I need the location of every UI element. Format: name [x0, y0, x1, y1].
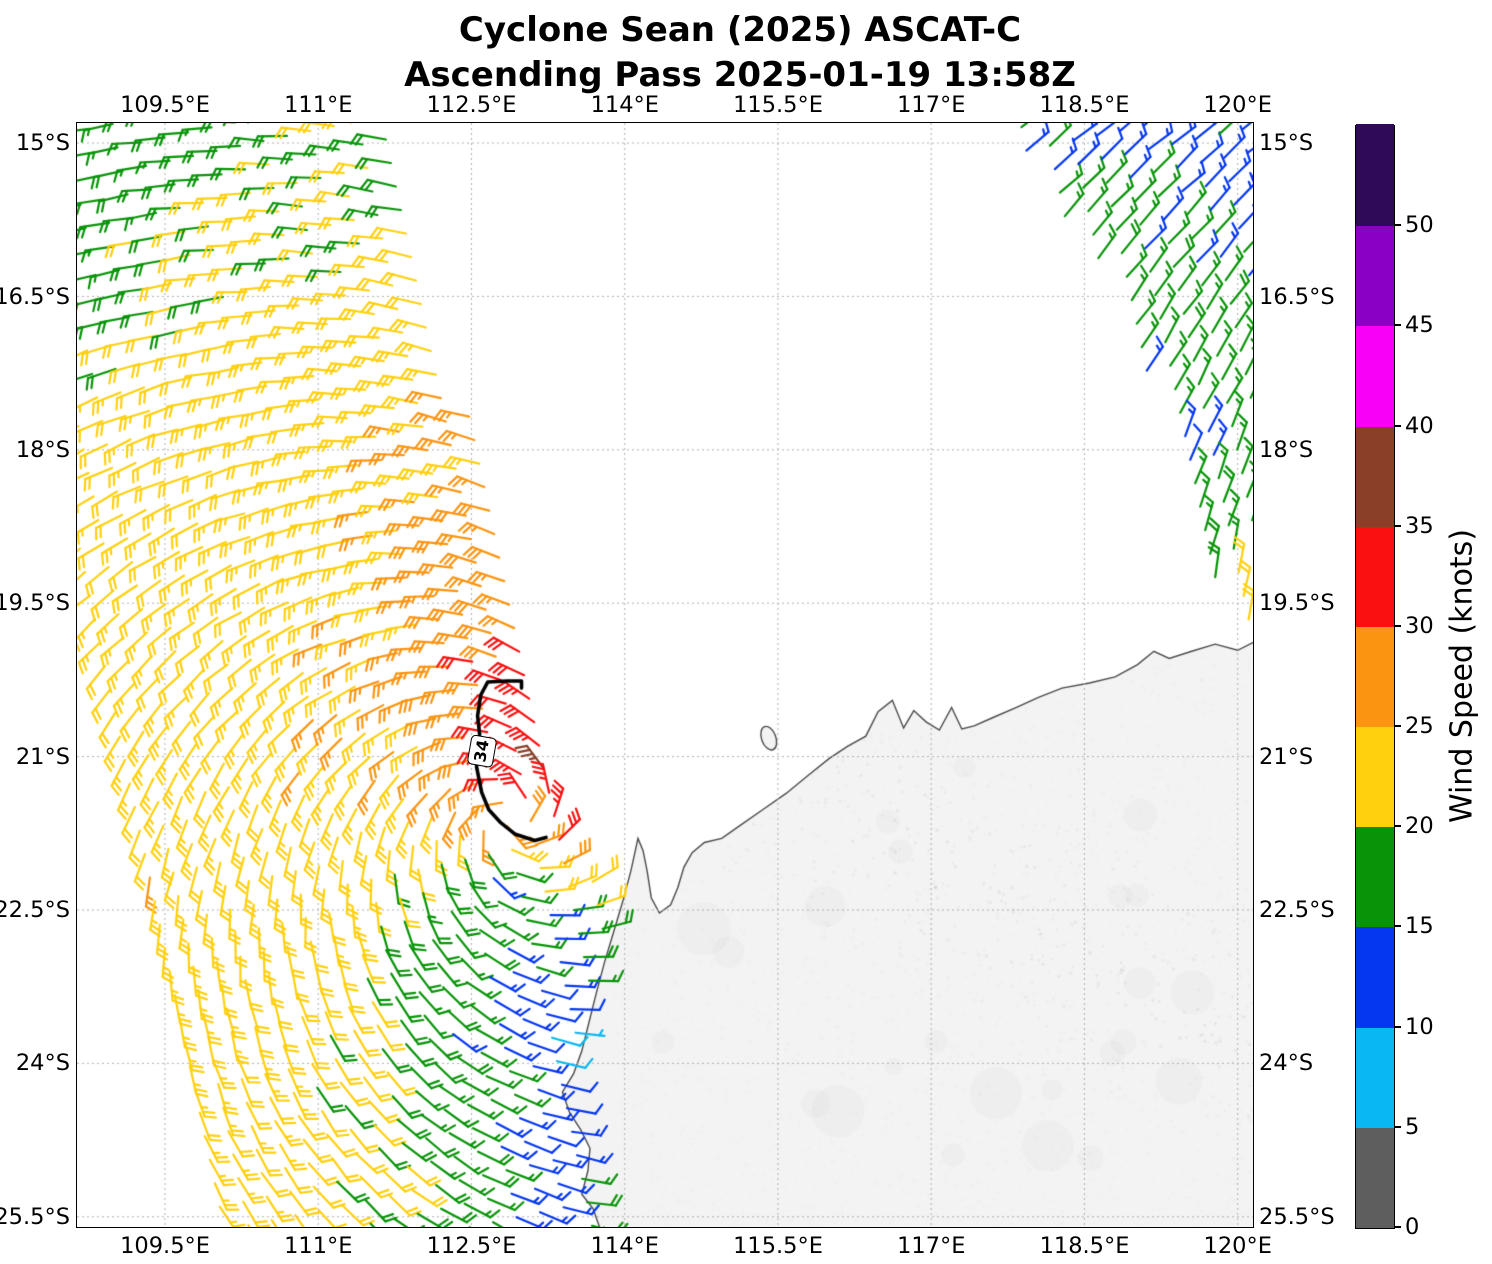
wind-barb-map-canvas	[76, 122, 1253, 1227]
colorbar-segment	[1356, 424, 1394, 527]
colorbar-segment	[1356, 525, 1394, 627]
lat-tick-left: 18°S	[15, 436, 70, 463]
plot-title-line2: Ascending Pass 2025-01-19 13:58Z	[404, 55, 1076, 95]
plot-title-line1: Cyclone Sean (2025) ASCAT-C	[458, 10, 1022, 50]
lon-tick-top: 115.5°E	[733, 92, 823, 118]
colorbar-segment	[1356, 224, 1394, 327]
lon-tick-top: 117°E	[897, 92, 966, 118]
colorbar	[1355, 124, 1395, 1229]
colorbar-tick-label: 0	[1405, 1214, 1420, 1240]
lat-tick-left: 19.5°S	[0, 590, 70, 617]
lon-tick-bottom: 120°E	[1203, 1233, 1272, 1259]
lat-tick-right: 22.5°S	[1259, 897, 1335, 924]
colorbar-tick-label: 40	[1405, 412, 1434, 439]
lat-tick-right: 15°S	[1259, 130, 1314, 157]
lon-tick-top: 111°E	[284, 92, 353, 118]
colorbar-segment	[1356, 1026, 1394, 1128]
r34-contour-label: 34	[466, 733, 498, 768]
lat-tick-left: 22.5°S	[0, 897, 70, 924]
colorbar-tick-label: 30	[1405, 612, 1434, 639]
lon-tick-bottom: 115.5°E	[733, 1233, 823, 1259]
lon-tick-top: 120°E	[1203, 92, 1272, 118]
colorbar-tickmark	[1394, 224, 1401, 227]
colorbar-tick-label: 50	[1405, 212, 1434, 239]
colorbar-segment	[1356, 825, 1394, 928]
colorbar-tick-label: 5	[1405, 1113, 1420, 1140]
colorbar-segment	[1356, 124, 1394, 227]
colorbar-segment	[1356, 925, 1394, 1028]
lon-tick-top: 112.5°E	[426, 92, 517, 118]
lat-tick-right: 24°S	[1259, 1050, 1314, 1077]
lat-tick-right: 19.5°S	[1259, 590, 1335, 617]
map-plot	[75, 121, 1254, 1228]
lon-tick-bottom: 109.5°E	[120, 1233, 210, 1259]
lat-tick-right: 16.5°S	[1259, 283, 1335, 310]
colorbar-tickmark	[1394, 524, 1401, 527]
lat-tick-right: 18°S	[1259, 436, 1314, 463]
lon-tick-top: 114°E	[590, 92, 659, 118]
colorbar-tickmark	[1394, 424, 1401, 427]
lat-tick-left: 25.5°S	[0, 1203, 70, 1230]
colorbar-segment	[1356, 324, 1394, 427]
lon-tick-bottom: 111°E	[284, 1233, 353, 1259]
colorbar-tick-label: 35	[1405, 512, 1434, 539]
colorbar-segment	[1356, 1126, 1394, 1228]
colorbar-tick-label: 10	[1405, 1013, 1434, 1040]
colorbar-tickmark	[1394, 324, 1401, 327]
lat-tick-left: 15°S	[15, 130, 70, 157]
lat-tick-right: 21°S	[1259, 743, 1314, 770]
lat-tick-right: 25.5°S	[1259, 1203, 1335, 1230]
lon-tick-bottom: 117°E	[897, 1233, 966, 1259]
lon-tick-bottom: 112.5°E	[426, 1233, 517, 1259]
colorbar-tickmark	[1394, 624, 1401, 627]
colorbar-segment	[1356, 625, 1394, 728]
colorbar-tick-label: 15	[1405, 913, 1434, 940]
lon-tick-top: 109.5°E	[120, 92, 210, 118]
colorbar-tick-label: 25	[1405, 713, 1434, 740]
plot-title: Cyclone Sean (2025) ASCAT-C Ascending Pa…	[0, 8, 1480, 98]
colorbar-tickmark	[1394, 925, 1401, 928]
colorbar-tick-label: 20	[1405, 813, 1434, 840]
colorbar-segment	[1356, 725, 1394, 828]
colorbar-label: Wind Speed (knots)	[1444, 528, 1480, 824]
colorbar-tickmark	[1394, 1025, 1401, 1028]
lon-tick-bottom: 118.5°E	[1039, 1233, 1130, 1259]
colorbar-tickmark	[1394, 1125, 1401, 1128]
colorbar-tickmark	[1394, 825, 1401, 828]
lat-tick-left: 21°S	[15, 743, 70, 770]
lon-tick-bottom: 114°E	[590, 1233, 659, 1259]
colorbar-tick-label: 45	[1405, 312, 1434, 339]
lat-tick-left: 16.5°S	[0, 283, 70, 310]
lat-tick-left: 24°S	[15, 1050, 70, 1077]
colorbar-tickmark	[1394, 725, 1401, 728]
colorbar-tickmark	[1394, 1226, 1401, 1228]
lon-tick-top: 118.5°E	[1039, 92, 1130, 118]
